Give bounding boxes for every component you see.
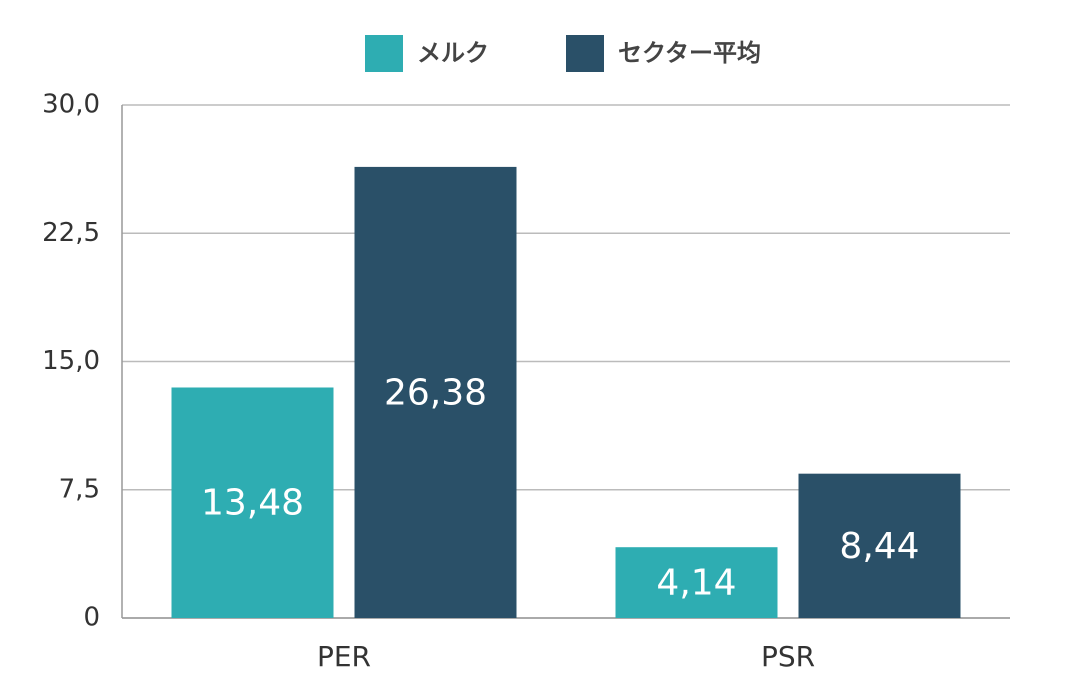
bar — [171, 387, 334, 618]
bar — [798, 473, 961, 618]
y-tick-label: 22,5 — [42, 218, 100, 248]
x-tick-label: PER — [317, 640, 371, 673]
value-label: 8,44 — [839, 526, 919, 567]
legend-swatch — [566, 35, 604, 72]
y-tick-label: 30,0 — [42, 90, 100, 120]
y-tick-label: 0 — [83, 603, 100, 633]
legend-label: セクター平均 — [618, 39, 761, 67]
bar — [615, 547, 778, 618]
value-label: 13,48 — [201, 483, 304, 524]
x-tick-label: PSR — [761, 640, 815, 673]
value-label: 4,14 — [656, 563, 736, 604]
value-label: 26,38 — [384, 372, 487, 413]
y-tick-label: 7,5 — [59, 474, 100, 504]
bar — [354, 166, 517, 619]
legend-label: メルク — [417, 39, 489, 67]
y-tick-label: 15,0 — [42, 346, 100, 376]
legend-swatch — [365, 35, 403, 72]
